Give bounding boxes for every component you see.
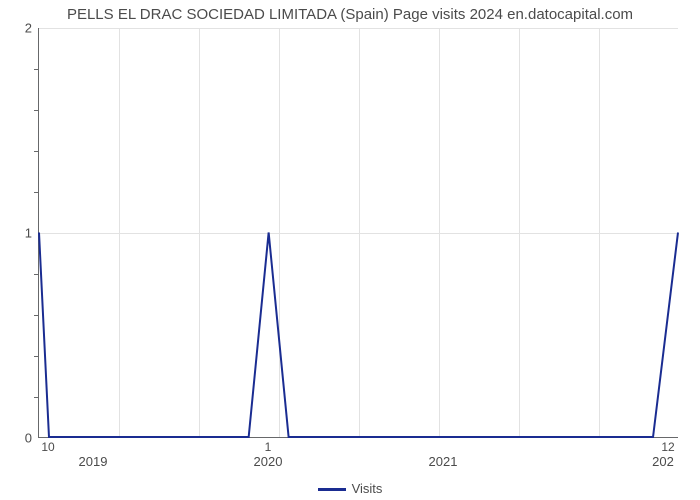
x-tick-label: 202 xyxy=(652,454,674,469)
y-tick-label: 1 xyxy=(6,226,32,241)
y-minor-tick xyxy=(34,315,38,316)
series-line xyxy=(39,28,678,437)
legend-label: Visits xyxy=(352,481,383,496)
y-minor-tick xyxy=(34,356,38,357)
x-tick-label: 2020 xyxy=(254,454,283,469)
chart-title: PELLS EL DRAC SOCIEDAD LIMITADA (Spain) … xyxy=(0,6,700,23)
y-minor-tick xyxy=(34,397,38,398)
chart-container: PELLS EL DRAC SOCIEDAD LIMITADA (Spain) … xyxy=(0,0,700,500)
y-minor-tick xyxy=(34,69,38,70)
x-tick-label: 2021 xyxy=(429,454,458,469)
y-minor-tick xyxy=(34,110,38,111)
plot-area xyxy=(38,28,678,438)
y-minor-tick xyxy=(34,274,38,275)
y-tick-label: 0 xyxy=(6,431,32,446)
legend-swatch xyxy=(318,488,346,491)
y-tick-label: 2 xyxy=(6,21,32,36)
point-label: 10 xyxy=(41,440,54,454)
y-minor-tick xyxy=(34,192,38,193)
legend: Visits xyxy=(0,481,700,496)
point-label: 1 xyxy=(265,440,272,454)
point-label: 12 xyxy=(661,440,674,454)
x-tick-label: 2019 xyxy=(79,454,108,469)
y-minor-tick xyxy=(34,151,38,152)
